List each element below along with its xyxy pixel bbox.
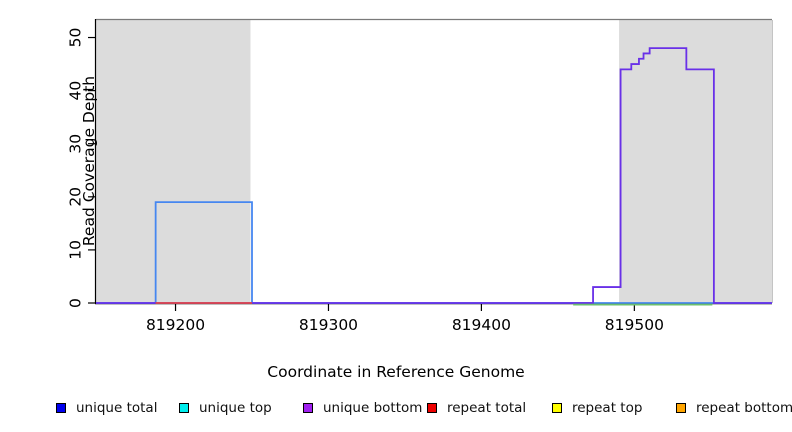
y-tick-label: 50 <box>66 28 84 48</box>
legend-item-repeat-bottom: repeat bottom <box>676 401 792 415</box>
x-axis-title: Coordinate in Reference Genome <box>267 363 525 381</box>
legend-item-unique-total: unique total <box>56 401 157 415</box>
legend-swatch-repeat-total <box>427 403 437 413</box>
y-tick-label: 10 <box>66 240 84 260</box>
legend-label-repeat-top: repeat top <box>572 400 643 416</box>
legend-item-repeat-total: repeat total <box>427 401 526 415</box>
x-tick-label: 819400 <box>452 316 511 334</box>
legend-label-repeat-total: repeat total <box>447 400 527 416</box>
legend-item-repeat-top: repeat top <box>552 401 642 415</box>
x-tick-label: 819200 <box>146 316 205 334</box>
x-tick-label: 819500 <box>605 316 664 334</box>
legend-swatch-unique-bottom <box>303 403 313 413</box>
series-unique-bottom <box>96 47 772 304</box>
legend-label-unique-top: unique top <box>199 400 272 416</box>
shaded-region <box>619 20 772 303</box>
y-tick-label: 30 <box>66 134 84 154</box>
y-tick-label: 0 <box>66 298 84 308</box>
legend-label-repeat-bottom: repeat bottom <box>696 400 792 416</box>
legend-swatch-repeat-bottom <box>676 403 686 413</box>
legend-swatch-unique-total <box>56 403 66 413</box>
legend-item-unique-top: unique top <box>179 401 272 415</box>
y-tick-label: 40 <box>66 81 84 101</box>
legend-label-unique-total: unique total <box>76 400 158 416</box>
legend-swatch-repeat-top <box>552 403 562 413</box>
legend-swatch-unique-top <box>179 403 189 413</box>
y-tick-label: 20 <box>66 187 84 207</box>
shaded-region <box>96 20 251 303</box>
legend-label-unique-bottom: unique bottom <box>323 400 423 416</box>
y-axis-title: Read Coverage Depth <box>80 75 98 247</box>
x-tick-label: 819300 <box>299 316 358 334</box>
legend-item-unique-bottom: unique bottom <box>303 401 422 415</box>
